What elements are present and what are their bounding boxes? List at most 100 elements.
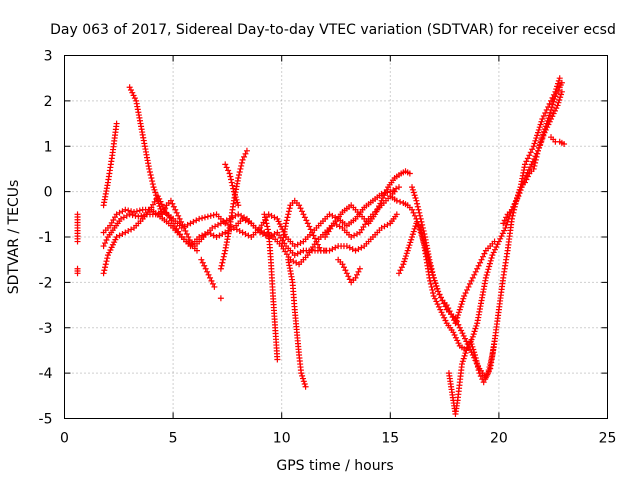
y-tick-label: -1 (39, 230, 53, 246)
data-point (531, 155, 538, 162)
y-tick-label: -2 (39, 275, 53, 291)
data-point (480, 379, 487, 386)
data-point (553, 105, 560, 112)
data-point (457, 303, 464, 310)
data-point (540, 132, 547, 139)
data-point (554, 102, 561, 109)
data-point (472, 268, 479, 275)
data-point (217, 295, 224, 302)
data-point (529, 158, 536, 165)
data-point (469, 343, 476, 350)
data-point (235, 202, 242, 209)
data-point (411, 212, 418, 219)
data-point (162, 205, 169, 212)
data-point (242, 150, 249, 157)
data-point (274, 356, 281, 363)
data-point (149, 181, 156, 188)
data-point (283, 217, 290, 224)
x-tick-label: 15 (381, 431, 399, 447)
data-point (395, 270, 402, 277)
data-point (471, 328, 478, 335)
data-point (463, 347, 470, 354)
data-point (537, 141, 544, 148)
data-point (501, 217, 508, 224)
data-point (501, 227, 508, 234)
data-point (122, 206, 129, 213)
data-point (372, 211, 379, 218)
data-point (548, 97, 555, 104)
data-point (507, 209, 514, 216)
data-point (486, 260, 493, 267)
data-point (378, 190, 385, 197)
data-point (537, 121, 544, 128)
data-point (538, 118, 545, 125)
data-point (489, 252, 496, 259)
data-point (176, 215, 183, 222)
data-point (313, 238, 320, 245)
data-point (400, 261, 407, 268)
data-point (427, 277, 434, 284)
data-point (474, 265, 481, 272)
data-point (141, 212, 148, 219)
data-point (545, 115, 552, 122)
data-point (472, 325, 479, 332)
data-point (238, 162, 245, 169)
data-point (378, 197, 385, 204)
data-point (296, 202, 303, 209)
data-point (409, 206, 416, 213)
data-point (458, 301, 465, 308)
data-point (471, 271, 478, 278)
data-point (409, 186, 416, 193)
data-point (454, 314, 461, 321)
data-point (131, 209, 138, 216)
data-point (438, 309, 445, 316)
data-point (201, 262, 208, 269)
data-point (534, 132, 541, 139)
data-point (154, 197, 161, 204)
data-point (393, 211, 400, 218)
data-point (503, 221, 510, 228)
data-point (299, 375, 306, 382)
data-point (546, 100, 553, 107)
data-point (135, 213, 142, 220)
data-point (462, 289, 469, 296)
data-point (346, 276, 353, 283)
data-point (235, 171, 242, 178)
data-point (352, 274, 359, 281)
data-point (490, 249, 497, 256)
data-point (436, 291, 443, 298)
data-point (472, 355, 479, 361)
data-point (534, 147, 541, 154)
y-tick-label: 0 (44, 185, 53, 201)
data-point (409, 184, 416, 191)
data-point (211, 283, 218, 290)
data-point (286, 205, 293, 212)
data-point (473, 322, 480, 329)
data-point (297, 205, 304, 212)
data-point (550, 98, 557, 105)
x-tick-label: 25 (599, 431, 617, 447)
data-point (459, 298, 466, 305)
data-point (188, 240, 195, 247)
data-point (516, 186, 523, 193)
data-point (483, 373, 490, 380)
data-point (515, 192, 522, 199)
data-point (131, 95, 138, 102)
data-point (128, 208, 135, 215)
data-point (126, 84, 133, 91)
data-point (531, 140, 538, 147)
data-point (542, 109, 549, 116)
data-point (236, 168, 243, 175)
data-point (345, 273, 352, 280)
data-point (157, 205, 164, 212)
data-point (264, 223, 271, 230)
data-point (180, 224, 187, 231)
data-point (409, 231, 416, 238)
data-point (500, 220, 507, 227)
data-point (428, 283, 435, 290)
data-point (502, 224, 509, 231)
data-point (427, 280, 434, 287)
data-point (406, 170, 413, 177)
data-point (395, 184, 402, 191)
data-point (453, 317, 460, 324)
